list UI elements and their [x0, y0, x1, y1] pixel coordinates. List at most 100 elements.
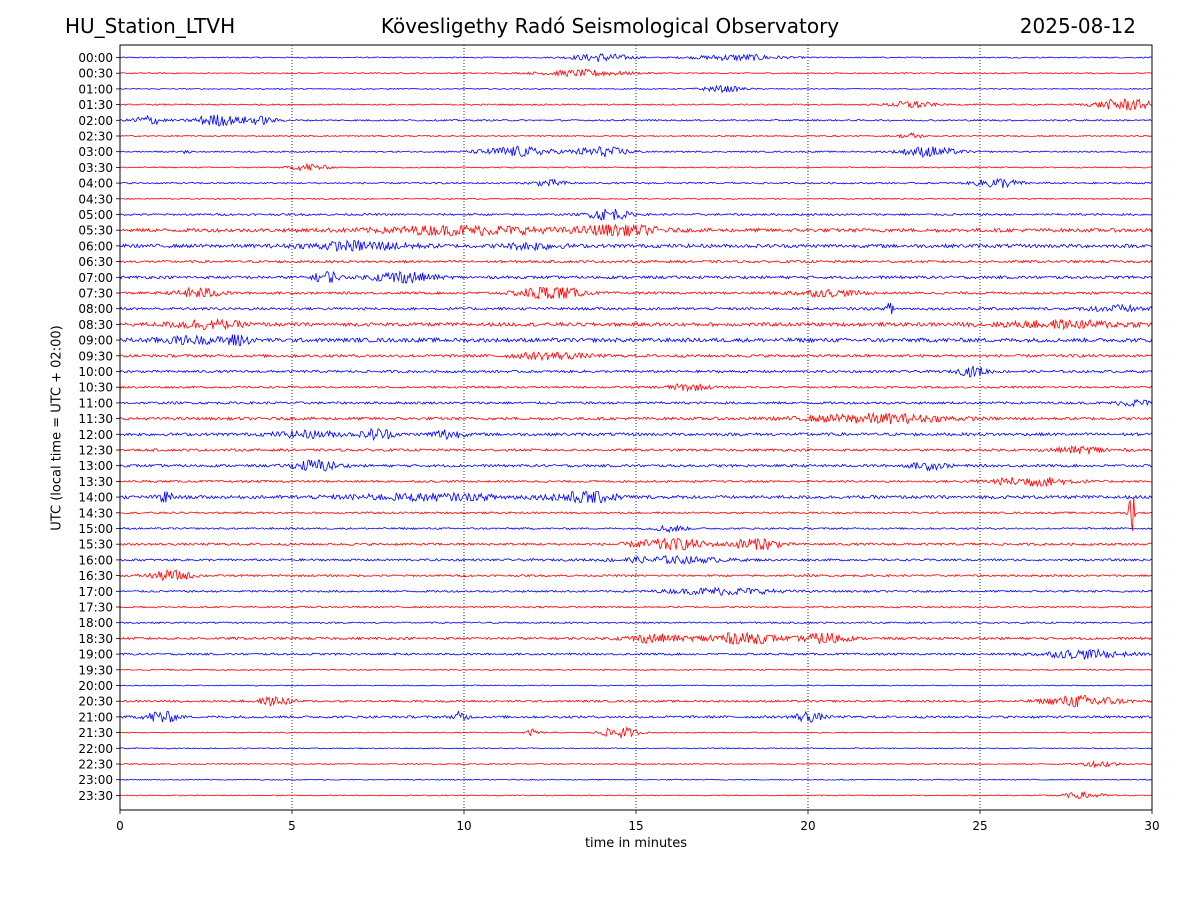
y-tick-label: 00:30 [78, 67, 113, 81]
y-tick-label: 11:00 [78, 396, 113, 410]
y-tick-label: 15:30 [78, 538, 113, 552]
trace-0630 [119, 259, 1153, 264]
y-tick-label: 15:00 [78, 522, 113, 536]
trace-2130 [119, 726, 1152, 739]
station-name: HU_Station_LTVH [65, 14, 236, 38]
y-tick-label: 03:30 [78, 161, 113, 175]
trace-1030 [119, 382, 1153, 393]
trace-1730 [119, 605, 1153, 609]
trace-2000 [119, 684, 1153, 687]
y-tick-label: 06:00 [78, 239, 113, 253]
trace-1600 [119, 554, 1152, 565]
y-tick-label: 22:30 [78, 758, 113, 772]
trace-1530 [119, 537, 1153, 551]
trace-0830 [119, 317, 1153, 331]
x-tick-label: 15 [628, 819, 643, 833]
trace-0430 [119, 197, 1153, 200]
trace-0300 [119, 145, 1153, 158]
y-tick-label: 23:00 [78, 773, 113, 787]
y-tick-label: 10:00 [78, 365, 113, 379]
trace-1130 [119, 411, 1153, 425]
y-tick-label: 08:00 [78, 302, 113, 316]
y-tick-label: 21:30 [78, 726, 113, 740]
y-tick-label: 13:00 [78, 459, 113, 473]
trace-1930 [119, 668, 1152, 671]
y-tick-label: 02:00 [78, 114, 113, 128]
trace-2330 [119, 790, 1153, 800]
trace-1900 [119, 648, 1153, 661]
trace-1100 [119, 398, 1153, 408]
y-tick-label: 04:00 [78, 177, 113, 191]
trace-layer [119, 53, 1153, 800]
y-tick-label: 19:30 [78, 663, 113, 677]
x-axis-label: time in minutes [584, 836, 688, 851]
trace-0130 [119, 98, 1153, 111]
trace-0200 [119, 114, 1153, 127]
x-tick-label: 25 [972, 819, 987, 833]
trace-0530 [119, 223, 1153, 238]
y-tick-label: 12:00 [78, 428, 113, 442]
y-tick-label: 23:30 [78, 789, 113, 803]
y-axis-label: UTC (local time = UTC + 02:00) [49, 325, 65, 531]
trace-0230 [119, 132, 1153, 139]
y-tick-label: 09:30 [78, 349, 113, 363]
trace-1800 [119, 621, 1153, 625]
y-tick-label: 18:00 [78, 616, 113, 630]
y-tick-label: 10:30 [78, 381, 113, 395]
y-tick-label: 20:00 [78, 679, 113, 693]
y-tick-label: 00:00 [78, 51, 113, 65]
chart-title: Kövesligethy Radó Seismological Observat… [380, 14, 840, 38]
trace-0600 [119, 239, 1153, 252]
y-tick-label: 13:30 [78, 475, 113, 489]
trace-0330 [119, 162, 1153, 172]
trace-2230 [119, 760, 1153, 769]
trace-0030 [119, 68, 1153, 78]
y-tick-label: 01:00 [78, 82, 113, 96]
y-tick-label: 01:30 [78, 98, 113, 112]
trace-0100 [120, 84, 1153, 94]
trace-1200 [119, 427, 1153, 442]
y-tick-label: 05:30 [78, 224, 113, 238]
trace-0800 [119, 303, 1153, 315]
y-tick-label: 19:00 [78, 648, 113, 662]
x-tick-label: 20 [800, 819, 815, 833]
y-tick-label: 06:30 [78, 255, 113, 269]
trace-1230 [119, 445, 1153, 455]
x-tick-label: 0 [116, 819, 124, 833]
trace-0500 [119, 208, 1153, 221]
trace-1000 [119, 365, 1153, 378]
trace-0730 [119, 286, 1153, 300]
trace-2300 [119, 778, 1153, 781]
y-tick-label: 17:30 [78, 601, 113, 615]
y-tick-label: 22:00 [78, 742, 113, 756]
trace-1630 [119, 569, 1153, 582]
y-tick-label: 20:30 [78, 695, 113, 709]
y-tick-label: 16:00 [78, 553, 113, 567]
x-tick-label: 5 [288, 819, 296, 833]
trace-1830 [119, 631, 1153, 645]
y-tick-label: 16:30 [78, 569, 113, 583]
trace-1400 [119, 491, 1153, 504]
y-tick-label: 09:00 [78, 334, 113, 348]
trace-0400 [119, 177, 1153, 189]
x-tick-label: 10 [456, 819, 471, 833]
grid-layer [291, 45, 981, 810]
trace-0700 [119, 270, 1153, 284]
trace-1330 [119, 476, 1153, 488]
y-tick-label: 12:30 [78, 444, 113, 458]
trace-1500 [119, 524, 1153, 534]
trace-2030 [120, 694, 1153, 708]
y-tick-label: 17:00 [78, 585, 113, 599]
y-tick-label: 14:30 [78, 506, 113, 520]
trace-0900 [119, 334, 1153, 347]
y-tick-label: 08:30 [78, 318, 113, 332]
chart-date: 2025-08-12 [1019, 14, 1136, 38]
y-tick-label: 03:00 [78, 145, 113, 159]
trace-2200 [119, 747, 1153, 750]
trace-1300 [119, 459, 1153, 472]
trace-1430 [119, 496, 1153, 531]
trace-2100 [119, 710, 1153, 723]
y-tick-label: 21:00 [78, 710, 113, 724]
